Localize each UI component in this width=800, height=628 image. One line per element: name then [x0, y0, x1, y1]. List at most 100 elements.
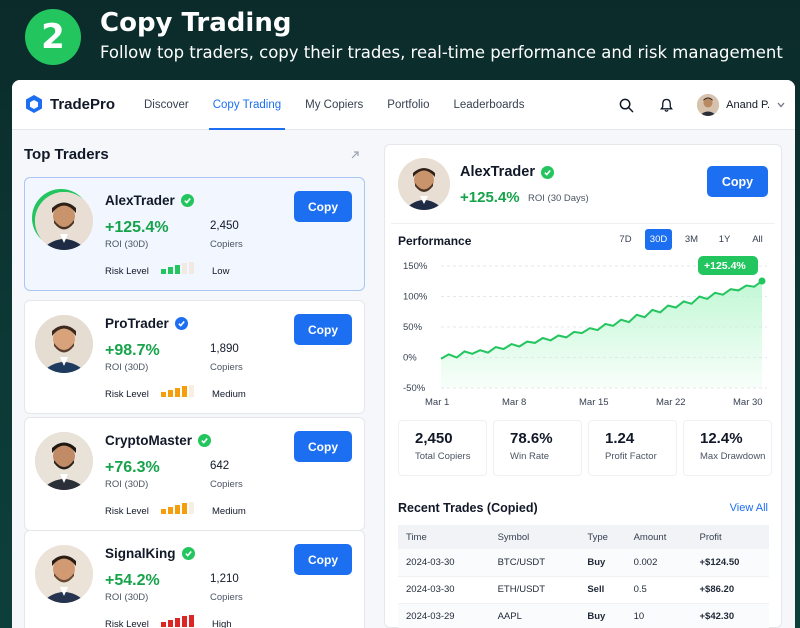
- table-row[interactable]: 2024-03-30 ETH/USDT Sell 0.5 +$86.20: [398, 576, 769, 604]
- stat-label: Total Copiers: [415, 451, 471, 462]
- trader-card[interactable]: CryptoMaster +76.3% ROI (30D) 642 Copiers Ris…: [24, 417, 365, 531]
- x-tick-label: Mar 1: [425, 397, 449, 408]
- risk-bar: [182, 263, 187, 274]
- stat-card: 78.6% Win Rate: [493, 420, 582, 476]
- trader-name: CryptoMaster: [105, 433, 212, 448]
- brand-logo[interactable]: TradePro: [24, 94, 115, 114]
- risk-level-bars: [161, 502, 194, 514]
- trader-card[interactable]: SignalKing +54.2% ROI (30D) 1,210 Copiers Ris…: [24, 530, 365, 628]
- nav-item-copy-trading[interactable]: Copy Trading: [201, 80, 293, 130]
- verified-icon: [174, 317, 188, 330]
- copy-button[interactable]: Copy: [294, 314, 352, 345]
- trader-roi: +125.4%: [460, 189, 520, 206]
- table-cell: 0.5: [625, 576, 692, 604]
- brand-name: TradePro: [50, 95, 116, 113]
- copy-button[interactable]: Copy: [707, 166, 768, 197]
- trader-name: SignalKing: [105, 546, 195, 561]
- period-1y[interactable]: 1Y: [718, 234, 731, 245]
- table-cell: Buy: [579, 603, 626, 628]
- stat-value: 2,450: [415, 430, 453, 447]
- trader-name: AlexTrader: [105, 193, 194, 208]
- risk-bar: [175, 388, 180, 397]
- trader-avatar: [35, 545, 93, 603]
- user-menu[interactable]: Anand P.: [697, 94, 785, 116]
- risk-level-label: Risk Level: [105, 506, 149, 517]
- stat-card: 2,450 Total Copiers: [398, 420, 487, 476]
- risk-bar: [161, 622, 166, 627]
- risk-bar: [175, 265, 180, 274]
- risk-bar: [168, 620, 173, 627]
- table-cell: +$86.20: [691, 576, 769, 604]
- stat-card: 1.24 Profit Factor: [588, 420, 677, 476]
- column-header: Profit: [691, 525, 769, 549]
- column-header: Symbol: [489, 525, 580, 549]
- table-cell: 2024-03-30: [398, 576, 490, 604]
- end-label-text: +125.4%: [704, 260, 746, 272]
- y-tick-label: 150%: [403, 261, 428, 272]
- risk-level-value: Medium: [212, 506, 246, 517]
- table-cell: +$42.30: [691, 603, 769, 628]
- table-row[interactable]: 2024-03-30 BTC/USDT Buy 0.002 +$124.50: [398, 549, 769, 577]
- recent-trades-table: Time Symbol Type Amount Profit 2024-03-30 BTC/…: [398, 525, 769, 628]
- risk-bar: [189, 615, 194, 627]
- table-cell: 0.002: [625, 549, 692, 577]
- trader-name-text: ProTrader: [105, 316, 169, 331]
- risk-level-value: High: [212, 619, 232, 628]
- copy-button[interactable]: Copy: [294, 431, 352, 462]
- bell-icon[interactable]: [657, 96, 675, 114]
- risk-bar: [189, 262, 194, 274]
- period-3m[interactable]: 3M: [684, 234, 699, 245]
- performance-title: Performance: [398, 234, 472, 248]
- banner-subtitle: Follow top traders, copy their trades, r…: [100, 43, 783, 62]
- arrow-icon[interactable]: [350, 150, 360, 160]
- trader-name: AlexTrader: [460, 164, 554, 180]
- nav-item-discover[interactable]: Discover: [144, 99, 189, 111]
- roi-label: ROI (30D): [105, 479, 149, 490]
- period-7d[interactable]: 7D: [619, 234, 632, 245]
- verified-icon: [181, 547, 195, 560]
- trader-name-text: CryptoMaster: [105, 433, 193, 448]
- trader-avatar: [35, 432, 93, 490]
- table-row[interactable]: 2024-03-29 AAPL Buy 10 +$42.30: [398, 603, 769, 628]
- copiers-count: 2,450: [210, 220, 239, 232]
- top-navigation: TradePro Discover Copy Trading My Copiers P…: [12, 80, 795, 130]
- stat-value: 78.6%: [510, 430, 553, 447]
- period-all[interactable]: All: [752, 234, 763, 245]
- performance-section: Performance 7D 30D 3M 1Y All 150% 100% 50% 0% -5…: [391, 223, 775, 419]
- view-all-link[interactable]: View All: [729, 502, 768, 514]
- table-cell: 2024-03-30: [398, 549, 490, 577]
- risk-bar: [175, 505, 180, 514]
- trader-name: ProTrader: [105, 316, 188, 331]
- y-tick-label: 50%: [403, 322, 423, 333]
- period-30d[interactable]: 30D: [645, 229, 672, 250]
- nav-item-portfolio[interactable]: Portfolio: [387, 99, 430, 111]
- trader-roi: +125.4%: [105, 219, 169, 236]
- nav-item-my-copiers[interactable]: My Copiers: [305, 99, 364, 111]
- risk-bar: [168, 390, 173, 397]
- risk-bar: [189, 502, 194, 514]
- risk-level-bars: [161, 615, 194, 627]
- search-icon[interactable]: [617, 96, 635, 114]
- stat-value: 12.4%: [700, 430, 743, 447]
- copy-button[interactable]: Copy: [294, 544, 352, 575]
- risk-level-value: Medium: [212, 389, 246, 400]
- copiers-label: Copiers: [210, 239, 243, 250]
- risk-level-bars: [161, 385, 194, 397]
- column-header: Type: [579, 525, 626, 549]
- trader-card[interactable]: AlexTrader +125.4% ROI (30D) 2,450 Copiers Ri…: [24, 177, 365, 291]
- user-avatar: [697, 94, 720, 116]
- stat-value: 1.24: [605, 430, 635, 447]
- trader-card[interactable]: ProTrader +98.7% ROI (30D) 1,890 Copiers Risk…: [24, 300, 365, 414]
- performance-chart: 150% 100% 50% 0% -50% Mar 1 Mar 8 Mar 15 Mar 22 M…: [403, 256, 767, 408]
- trader-avatar: [398, 158, 450, 210]
- trader-roi: +76.3%: [105, 459, 160, 476]
- risk-bar: [182, 503, 187, 514]
- risk-bar: [161, 392, 166, 397]
- table-cell: AAPL: [489, 603, 580, 628]
- y-tick-label: -50%: [403, 383, 426, 394]
- nav-item-leaderboards[interactable]: Leaderboards: [453, 99, 525, 111]
- verified-icon: [198, 434, 212, 447]
- copy-button[interactable]: Copy: [294, 191, 352, 222]
- end-point: [758, 277, 766, 285]
- copiers-count: 642: [210, 460, 230, 472]
